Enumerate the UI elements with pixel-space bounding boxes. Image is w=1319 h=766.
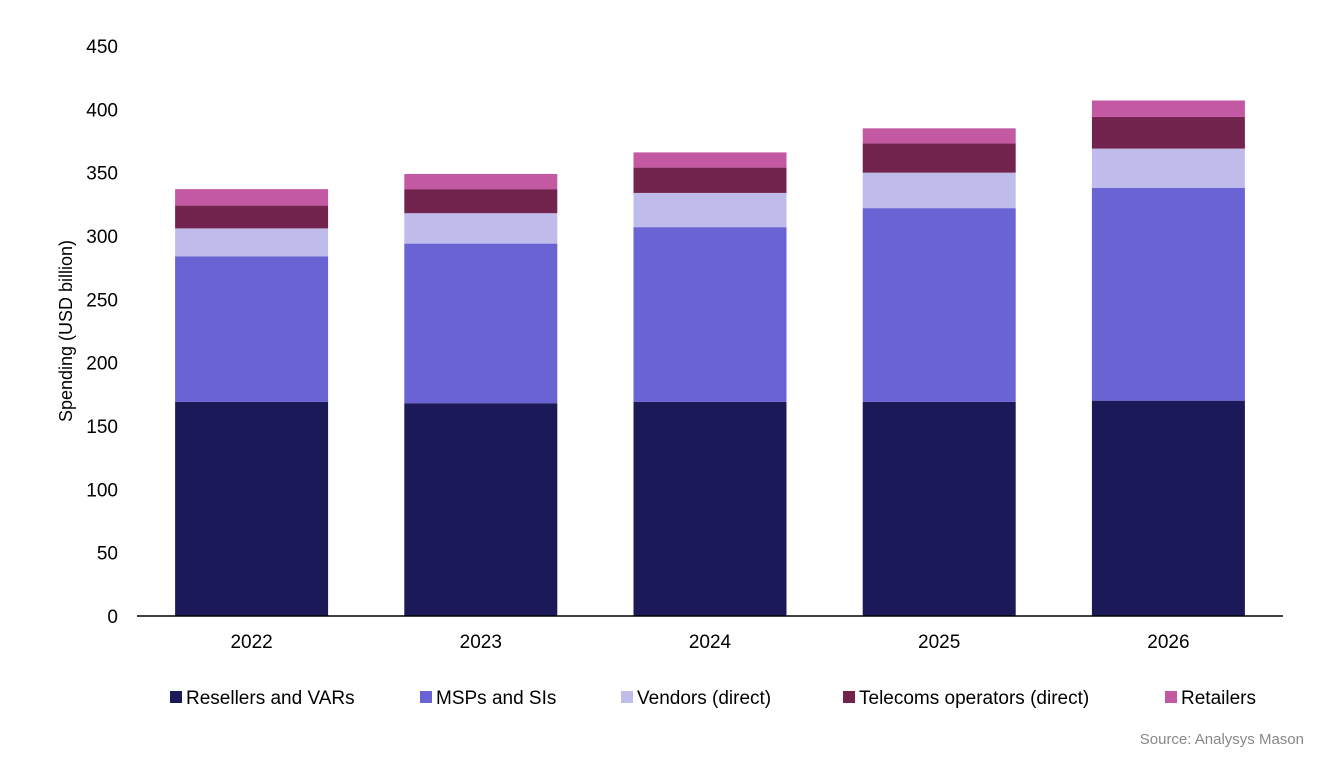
y-tick-label: 150 bbox=[86, 417, 118, 438]
bars bbox=[175, 100, 1245, 616]
bar-segment bbox=[862, 401, 1016, 616]
bar-segment bbox=[633, 192, 787, 228]
bar-segment bbox=[404, 189, 558, 214]
bar-segment bbox=[633, 227, 787, 402]
bar-segment bbox=[633, 401, 787, 616]
y-tick-label: 450 bbox=[86, 37, 118, 58]
legend-label: Resellers and VARs bbox=[186, 688, 355, 709]
legend-label: Telecoms operators (direct) bbox=[859, 688, 1089, 709]
y-tick-label: 300 bbox=[86, 227, 118, 248]
y-tick-label: 0 bbox=[107, 607, 118, 628]
bar-segment bbox=[633, 167, 787, 193]
bar-segment bbox=[862, 143, 1016, 173]
bar-segment bbox=[1091, 100, 1245, 117]
bar-segment bbox=[175, 205, 329, 229]
bar-segment bbox=[633, 152, 787, 168]
bar-segment bbox=[404, 403, 558, 616]
legend-label: MSPs and SIs bbox=[436, 688, 556, 709]
y-tick-label: 400 bbox=[86, 100, 118, 121]
y-tick-label: 250 bbox=[86, 290, 118, 311]
legend-item: Resellers and VARs bbox=[170, 688, 355, 709]
bar-segment bbox=[1091, 148, 1245, 188]
x-tick-label: 2022 bbox=[230, 632, 272, 653]
bar-segment bbox=[862, 208, 1016, 402]
x-tick-label: 2025 bbox=[918, 632, 960, 653]
legend-label: Retailers bbox=[1181, 688, 1256, 709]
legend-item: Telecoms operators (direct) bbox=[843, 688, 1089, 709]
x-tick-label: 2026 bbox=[1147, 632, 1189, 653]
bar-segment bbox=[404, 173, 558, 190]
y-tick-label: 100 bbox=[86, 480, 118, 501]
bar-segment bbox=[862, 128, 1016, 144]
bar-segment bbox=[404, 243, 558, 404]
bar-segment bbox=[1091, 400, 1245, 616]
y-axis-title: Spending (USD billion) bbox=[56, 240, 76, 422]
y-tick-label: 350 bbox=[86, 164, 118, 185]
legend-item: Retailers bbox=[1165, 688, 1256, 709]
legend-label: Vendors (direct) bbox=[637, 688, 771, 709]
bar-segment bbox=[1091, 116, 1245, 149]
bar-segment bbox=[175, 189, 329, 206]
y-tick-label: 200 bbox=[86, 354, 118, 375]
legend-item: Vendors (direct) bbox=[621, 688, 771, 709]
y-axis-ticks: 0 50 100 150 200 250 300 350 400 450 bbox=[86, 37, 118, 628]
legend-swatch bbox=[621, 691, 633, 703]
legend-swatch bbox=[170, 691, 182, 703]
legend-swatch bbox=[1165, 691, 1177, 703]
x-tick-label: 2023 bbox=[460, 632, 502, 653]
bar-segment bbox=[1091, 187, 1245, 401]
y-tick-label: 50 bbox=[97, 544, 118, 565]
legend: Resellers and VARs MSPs and SIs Vendors (d… bbox=[170, 688, 1256, 709]
bar-segment bbox=[175, 256, 329, 402]
bar-segment bbox=[404, 213, 558, 244]
legend-swatch bbox=[843, 691, 855, 703]
legend-swatch bbox=[420, 691, 432, 703]
x-tick-label: 2024 bbox=[689, 632, 732, 653]
bar-segment bbox=[862, 172, 1016, 209]
source-note: Source: Analysys Mason bbox=[1139, 731, 1304, 748]
bar-segment bbox=[175, 401, 329, 616]
legend-item: MSPs and SIs bbox=[420, 688, 556, 709]
bar-segment bbox=[175, 228, 329, 257]
x-axis-ticks: 2022 2023 2024 2025 2026 bbox=[230, 632, 1189, 653]
